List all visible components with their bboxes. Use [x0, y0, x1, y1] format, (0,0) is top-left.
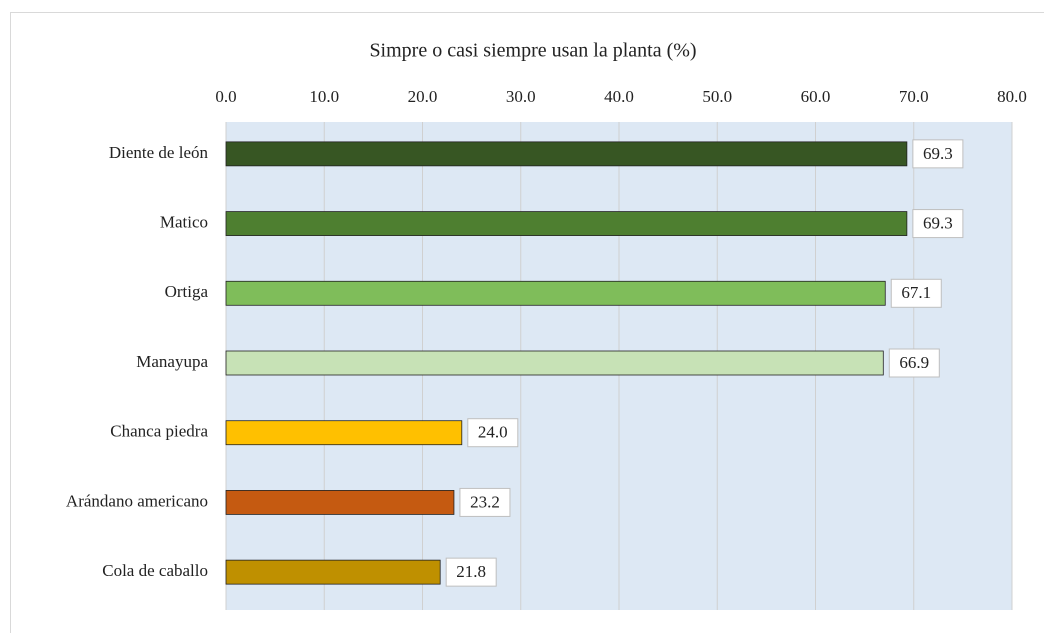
bar — [225, 280, 886, 306]
value-label: 69.3 — [923, 144, 953, 163]
y-tick-label: Manayupa — [136, 352, 208, 371]
value-label-box — [467, 418, 519, 448]
value-label-box — [912, 139, 964, 169]
value-label: 67.1 — [901, 283, 931, 302]
y-tick-label: Arándano americano — [66, 491, 208, 510]
bar — [225, 559, 441, 585]
x-tick-label: 80.0 — [997, 87, 1027, 106]
x-tick-label: 70.0 — [899, 87, 929, 106]
x-tick-label: 30.0 — [506, 87, 536, 106]
bar — [225, 490, 455, 515]
y-tick-label: Cola de caballo — [102, 561, 208, 580]
bar — [225, 211, 908, 236]
x-tick-label: 0.0 — [215, 87, 236, 106]
value-label: 24.0 — [478, 423, 508, 442]
value-label-box — [888, 348, 940, 378]
x-tick-label: 60.0 — [801, 87, 831, 106]
x-tick-label: 20.0 — [408, 87, 438, 106]
value-label: 66.9 — [899, 353, 929, 372]
x-tick-label: 40.0 — [604, 87, 634, 106]
value-label-box — [912, 209, 964, 239]
value-label: 69.3 — [923, 213, 953, 232]
value-label-box — [459, 487, 511, 517]
value-label-box — [890, 278, 942, 308]
x-tick-label: 10.0 — [309, 87, 339, 106]
chart-title: Simpre o casi siempre usan la planta (%) — [369, 40, 696, 62]
y-tick-label: Chanca piedra — [110, 422, 208, 441]
bar — [225, 420, 463, 446]
x-tick-label: 50.0 — [702, 87, 732, 106]
y-tick-label: Diente de león — [109, 143, 209, 162]
bar — [225, 141, 908, 167]
y-tick-label: Ortiga — [165, 282, 209, 301]
value-label: 23.2 — [470, 492, 500, 511]
bar — [225, 350, 884, 376]
y-tick-label: Matico — [160, 212, 208, 231]
value-label-box — [445, 557, 497, 587]
value-label: 21.8 — [456, 562, 486, 581]
